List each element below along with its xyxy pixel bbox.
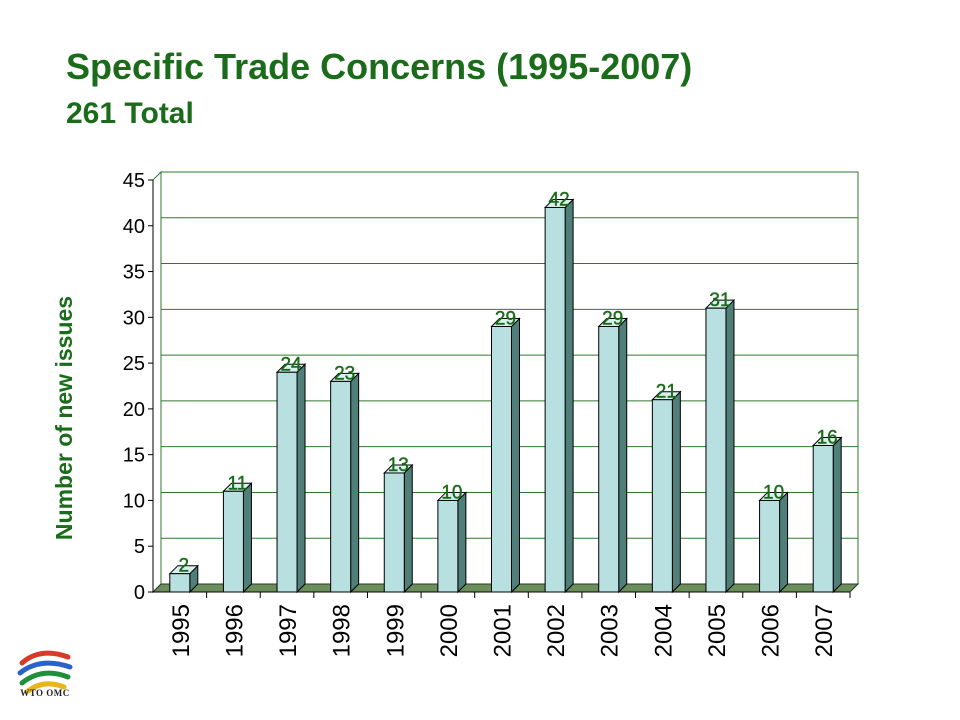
bar-side (350, 372, 360, 594)
logo-text: WTO OMC (20, 688, 70, 698)
x-tick-label: 1995 (168, 604, 195, 657)
bar (598, 325, 620, 593)
y-tick-label: 10 (123, 490, 145, 512)
data-label: 29 (495, 308, 516, 329)
y-tick-label: 15 (123, 445, 145, 467)
data-label: 42 (549, 189, 570, 210)
bar (437, 499, 459, 593)
bar-side (296, 363, 306, 594)
bar (383, 472, 405, 593)
x-tick-label: 2004 (650, 604, 677, 657)
x-tick-label: 1996 (221, 604, 248, 657)
data-label: 23 (334, 363, 355, 384)
bar-side (242, 482, 252, 594)
bar (276, 371, 298, 593)
y-tick-label: 40 (123, 216, 145, 238)
bar-side (725, 298, 735, 594)
y-tick-label: 35 (123, 262, 145, 284)
bar-side (564, 198, 574, 594)
x-tick-label: 1997 (275, 604, 302, 657)
bar-side (671, 390, 681, 594)
x-tick-label: 2003 (597, 604, 624, 657)
data-label: 16 (817, 428, 838, 449)
side-wall (152, 170, 162, 594)
y-tick-label: 20 (123, 399, 145, 421)
y-tick-label: 25 (123, 353, 145, 375)
chart-title: Specific Trade Concerns (1995-2007) (66, 46, 693, 87)
data-label: 13 (388, 455, 409, 476)
y-tick-label: 30 (123, 307, 145, 329)
data-label: 10 (763, 482, 784, 503)
bar-side (779, 491, 789, 594)
bar (812, 445, 834, 593)
x-tick-label: 1998 (329, 604, 356, 657)
bar (169, 573, 191, 593)
bar (705, 307, 727, 593)
bar-side (403, 463, 413, 594)
bar-side (618, 317, 628, 594)
bar (544, 206, 566, 593)
y-tick-label: 5 (134, 536, 145, 558)
chart-subtitle: 261 Total (66, 97, 194, 130)
y-tick-label: 0 (134, 582, 145, 604)
x-tick-label: 2007 (811, 604, 838, 657)
bar (759, 499, 781, 593)
bar-side (457, 491, 467, 594)
bar (491, 325, 512, 593)
data-label: 11 (228, 473, 248, 494)
wto-logo-icon (17, 650, 73, 694)
data-label: 21 (656, 382, 677, 403)
x-tick-label: 2001 (490, 604, 517, 657)
bar (651, 399, 673, 593)
y-tick-label: 45 (123, 170, 145, 192)
x-tick-label: 2005 (704, 604, 731, 657)
data-label: 29 (602, 308, 623, 329)
bar-side (511, 317, 520, 594)
bar (330, 380, 352, 593)
data-label: 10 (441, 482, 462, 503)
bar (222, 490, 244, 593)
bar-side (832, 436, 842, 594)
x-tick-label: 2006 (758, 604, 785, 657)
x-tick-label: 2000 (436, 604, 463, 657)
data-label: 24 (280, 354, 302, 375)
data-label: 2 (179, 556, 190, 577)
x-tick-label: 2002 (543, 604, 570, 657)
data-label: 31 (709, 290, 730, 311)
y-axis-label: Number of new issues (51, 296, 77, 540)
x-tick-label: 1999 (382, 604, 409, 657)
